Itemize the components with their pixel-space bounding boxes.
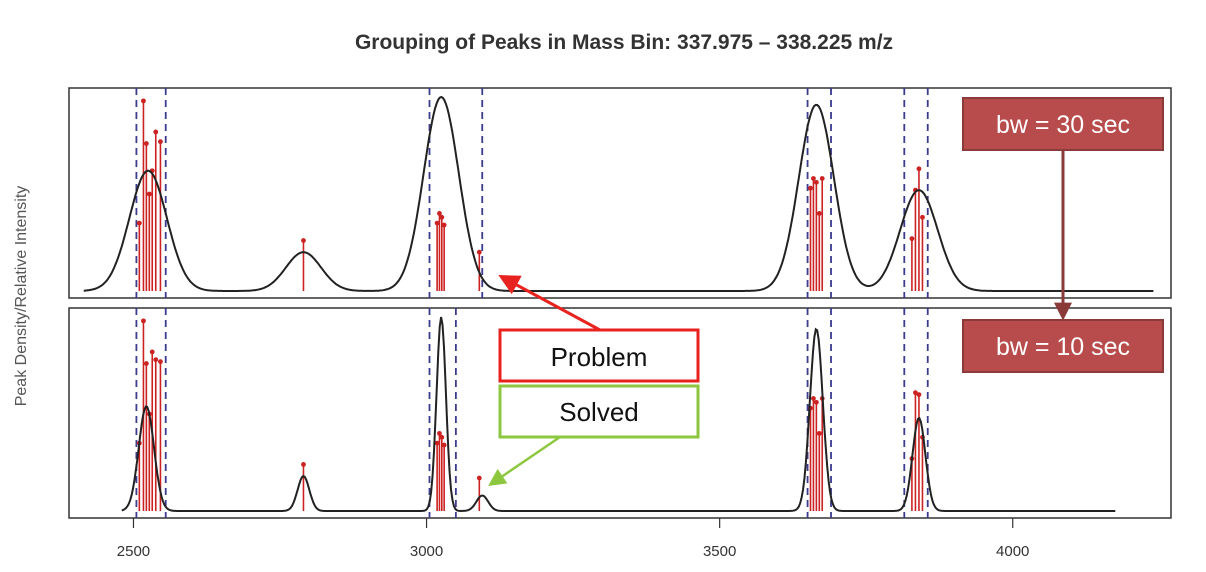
- panel-bottom-group-boundaries: [135, 308, 929, 518]
- peak-point: [920, 214, 925, 220]
- x-tick-label: 3500: [703, 543, 736, 560]
- peak-point: [816, 431, 822, 436]
- peak-point: [437, 211, 442, 216]
- x-tick-label: 4000: [996, 543, 1029, 560]
- peak-point: [143, 141, 149, 146]
- problem-box: [498, 328, 700, 383]
- peak-point: [813, 179, 819, 185]
- bandwidth-top-box: [962, 97, 1164, 151]
- peak-point: [146, 191, 152, 197]
- peak-point: [439, 434, 445, 440]
- problem-callout: Problem: [498, 275, 700, 383]
- peak-point: [153, 357, 159, 363]
- peak-point: [141, 98, 146, 104]
- peak-point: [808, 185, 813, 191]
- solved-callout: Solved: [488, 384, 700, 486]
- peak-point: [439, 214, 445, 220]
- peak-point: [136, 220, 142, 226]
- peak-point: [816, 211, 822, 216]
- solved-box: [498, 384, 700, 439]
- panel-top-density-curve: [83, 95, 1154, 292]
- peak-point: [441, 442, 447, 448]
- peak-point: [141, 318, 146, 324]
- panel-bottom: [68, 307, 1172, 519]
- peak-point: [441, 222, 447, 228]
- panel-top-peak-sticks: [136, 98, 925, 291]
- bandwidth-top: bw = 30 sec: [962, 97, 1164, 151]
- peak-point: [909, 236, 915, 242]
- peak-point: [811, 396, 816, 401]
- y-axis-label: Peak Density/Relative Intensity: [13, 186, 30, 407]
- panel-bottom-frame: [68, 307, 1172, 519]
- peak-point: [916, 392, 922, 397]
- peak-point: [158, 139, 163, 145]
- x-tick-label: 2500: [117, 543, 150, 560]
- bandwidth-top-label: bw = 30 sec: [996, 111, 1130, 139]
- peak-point: [158, 359, 163, 365]
- peak-point: [913, 390, 918, 396]
- bandwidth-bottom: bw = 10 sec: [962, 319, 1164, 373]
- peak-point: [813, 399, 819, 405]
- peak-point: [437, 431, 442, 436]
- x-axis: 2500 3000 3500 4000: [117, 518, 1029, 560]
- peak-point: [476, 475, 482, 481]
- solved-label: Solved: [559, 397, 639, 427]
- peak-point: [811, 176, 816, 181]
- panel-bottom-peak-sticks: [136, 318, 925, 511]
- panel-top-group-boundaries: [135, 88, 929, 298]
- peak-point: [301, 462, 306, 467]
- peak-point: [476, 249, 482, 255]
- peak-point: [434, 440, 440, 446]
- problem-label: Problem: [551, 342, 648, 372]
- x-tick-label: 3000: [410, 543, 443, 560]
- peak-point: [916, 166, 922, 172]
- peak-point: [819, 176, 825, 181]
- peak-point: [153, 129, 159, 135]
- panel-top: [68, 87, 1172, 299]
- solved-arrow: [488, 435, 561, 486]
- peak-point: [143, 361, 149, 366]
- peak-point: [434, 220, 440, 226]
- peak-point: [149, 349, 155, 355]
- panel-top-frame: [68, 87, 1172, 299]
- chart-title: Grouping of Peaks in Mass Bin: 337.975 –…: [355, 31, 893, 54]
- bandwidth-bottom-box: [962, 319, 1164, 373]
- peak-point: [301, 238, 306, 243]
- bandwidth-bottom-label: bw = 10 sec: [996, 333, 1130, 361]
- panel-bottom-density-curve: [121, 316, 1116, 513]
- problem-arrow: [498, 275, 601, 332]
